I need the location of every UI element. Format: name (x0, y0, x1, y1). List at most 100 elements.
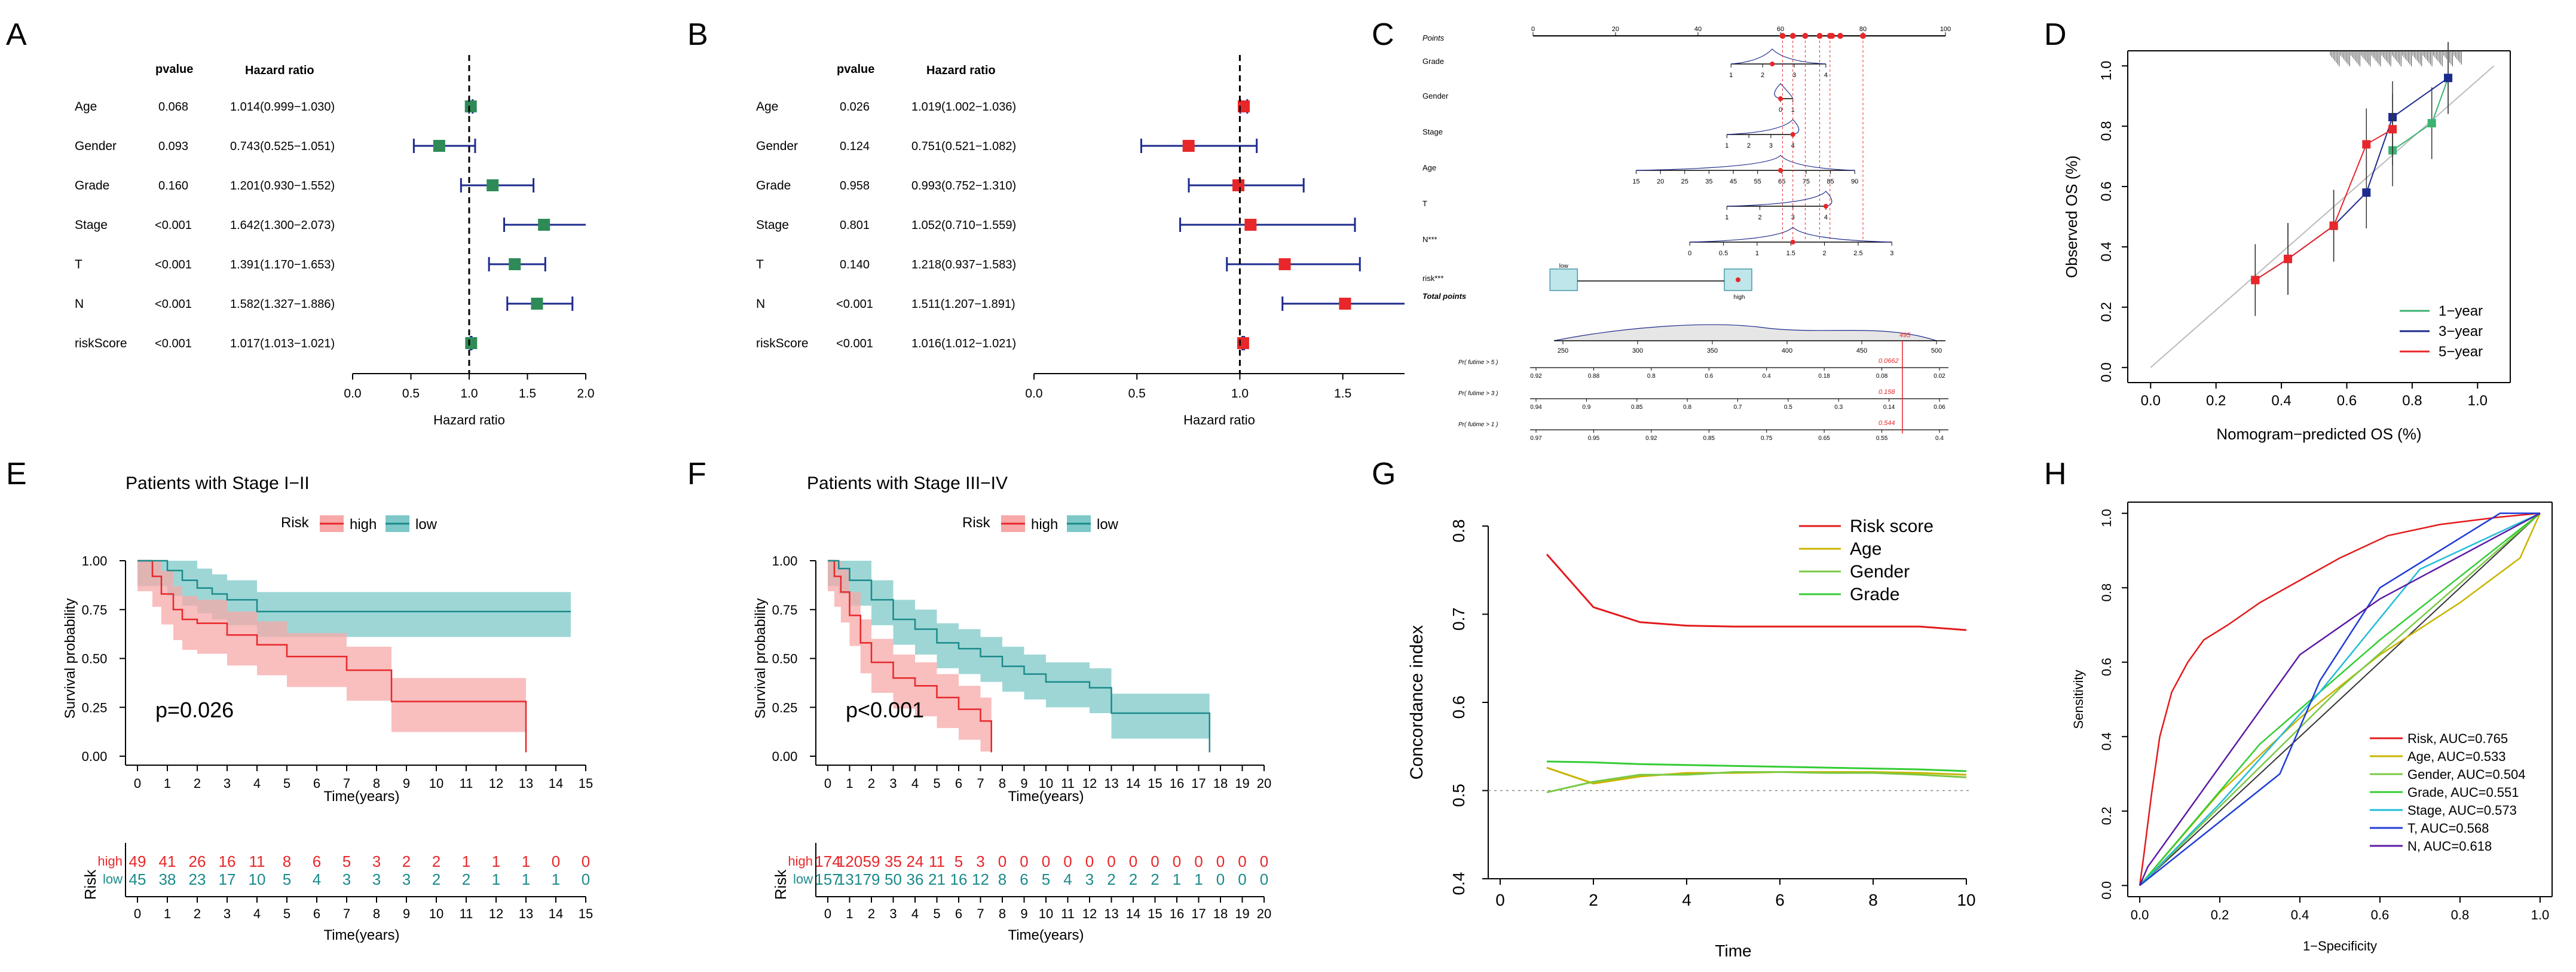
km-E-risk-x-tick-label: 6 (313, 906, 320, 921)
km-F-risk-count: 0 (1238, 852, 1246, 870)
km-F-risk-x-tick-label: 12 (1082, 906, 1097, 921)
km-E-x-tick-label: 6 (313, 776, 320, 791)
nomogram-C-prob-tick-label: 0.55 (1876, 435, 1888, 442)
nomogram-C-prob-tick-label: 0.9 (1582, 404, 1590, 411)
nomogram-C-prob-tick-label: 0.08 (1876, 373, 1888, 380)
roc-H-y-tick-label: 0.2 (2099, 806, 2114, 825)
forest-B-row-label: riskScore (756, 337, 809, 350)
nomogram-C-row-tick-label: 55 (1754, 178, 1761, 185)
km-E-risk-x-tick-label: 4 (253, 906, 261, 921)
forest-B-estimate-marker (1339, 298, 1351, 310)
concordance-G-x-axis-title: Time (1715, 942, 1751, 960)
forest-B-x-tick-label: 0.0 (1025, 387, 1042, 401)
km-E-risk-x-tick-label: 11 (460, 906, 473, 921)
km-E-risk-x-tick-label: 8 (373, 906, 380, 921)
km-E-x-tick-label: 8 (373, 776, 380, 791)
panel-label-F: F (687, 457, 706, 491)
forest-A-pvalue-header: pvalue (155, 63, 193, 76)
km-E-risk-count: 2 (432, 870, 440, 888)
nomogram-C-prob-tick-label: 0.75 (1761, 435, 1773, 442)
nomogram-C-points-tick-label: 20 (1612, 26, 1619, 33)
km-E-risk-count: 2 (462, 870, 470, 888)
nomogram-C-prob-tick-label: 0.06 (1933, 404, 1945, 411)
nomogram-C-prob-tick-label: 0.85 (1631, 404, 1643, 411)
km-F-risk-x-tick-label: 4 (911, 906, 919, 921)
km-F-risk-table-label: Risk (772, 869, 790, 900)
km-E-risk-count: 3 (342, 870, 351, 888)
km-E-x-tick-label: 9 (403, 776, 410, 791)
km-E-curve-high (137, 560, 527, 753)
roc-H-x-axis-title: 1−Specificity (2303, 939, 2377, 953)
calibration-D-x-axis-title: Nomogram−predicted OS (%) (2216, 425, 2421, 443)
forest-A-estimate-marker (509, 258, 521, 270)
nomogram-C-prob-tick-label: 0.6 (1705, 373, 1713, 380)
forest-B-estimate-marker (1232, 179, 1245, 191)
concordance-G-y-tick-label: 0.7 (1449, 607, 1468, 631)
km-E-risk-row-label: high (97, 854, 123, 869)
km-E-y-axis-title: Survival probability (62, 598, 78, 719)
km-F-risk-count: 0 (1107, 852, 1115, 870)
km-F-x-tick-label: 0 (824, 776, 831, 791)
nomogram-C-points-label: Points (1422, 33, 1445, 42)
km-E-x-tick-label: 11 (460, 776, 473, 791)
km-F-risk-x-tick-label: 11 (1061, 906, 1075, 921)
km-F-x-tick-label: 1 (846, 776, 853, 791)
km-E-risk-x-tick-label: 5 (283, 906, 290, 921)
calibration-D-x-tick-label: 0.6 (2337, 393, 2357, 409)
nomogram-C-row-marker (1778, 168, 1783, 173)
km-E-risk-table-label: Risk (81, 869, 99, 900)
nomogram-C-prob-tick-label: 0.4 (1935, 435, 1944, 442)
km-F-y-tick-label: 0.00 (772, 749, 798, 764)
nomogram-C-row-label: Age (1422, 163, 1436, 172)
km-E-risk-count: 17 (219, 870, 236, 888)
panel-label-E: E (6, 457, 27, 491)
km-F-x-tick-label: 12 (1082, 776, 1097, 791)
nomogram-C-row-tick-label: 2.5 (1853, 250, 1862, 257)
roc-H-roc-curve (2139, 512, 2541, 887)
km-F-x-tick-label: 8 (999, 776, 1006, 791)
km-E-risk-row-label: low (103, 872, 123, 887)
km-F-y-axis-title: Survival probability (752, 598, 769, 719)
km-E-y-tick-label: 1.00 (82, 554, 108, 568)
nomogram-C-row-tick-label: 2 (1761, 72, 1764, 79)
nomogram-C-points-marker (1837, 33, 1844, 39)
nomogram-C-row-tick-label: 3 (1769, 142, 1773, 149)
km-E-risk-count: 1 (492, 852, 500, 870)
concordance-G-x-tick-label: 0 (1495, 891, 1505, 909)
km-E-curve-low (137, 560, 571, 613)
forest-B-row-hr: 1.052(0.710−1.559) (911, 219, 1016, 232)
nomogram-C-row-tick-label: 1 (1755, 250, 1759, 257)
km-F-risk-count: 6 (1020, 870, 1028, 888)
nomogram-C-prob-tick-label: 0.92 (1530, 373, 1542, 380)
km-E-x-tick-label: 1 (164, 776, 171, 791)
km-E-risk-count: 3 (372, 870, 381, 888)
km-F-risk-count: 0 (1216, 852, 1225, 870)
concordance-G-y-axis-title: Concordance index (1407, 625, 1427, 780)
calibration-D-point (2388, 125, 2397, 134)
calibration-D-point (2362, 188, 2371, 197)
roc-H-y-tick-label: 0.8 (2099, 583, 2114, 602)
km-E-risk-x-tick-label: 15 (579, 906, 593, 921)
forest-B-row-label: N (756, 297, 765, 311)
nomogram-C-total-tick-label: 350 (1707, 347, 1718, 354)
concordance-G-y-tick-label: 0.5 (1449, 784, 1468, 807)
km-E-legend-label: low (415, 516, 438, 533)
km-F-risk-x-tick-label: 2 (868, 906, 875, 921)
km-F-risk-count: 5 (1042, 870, 1050, 888)
calibration-D-legend-label: 3−year (2439, 323, 2483, 340)
km-F-curve-low (828, 560, 1210, 753)
calibration-D-y-tick-label: 0.6 (2098, 181, 2115, 201)
km-E-title: Patients with Stage I−II (126, 473, 310, 493)
nomogram-C-density-curve (1690, 227, 1892, 243)
km-E-x-tick-label: 7 (343, 776, 350, 791)
nomogram-C-row-tick-label: 1 (1725, 142, 1728, 149)
panel-label-G: G (1372, 457, 1396, 491)
forest-A-row-hr: 0.743(0.525−1.051) (230, 140, 335, 153)
calibration-D-y-tick-label: 0.2 (2098, 302, 2115, 322)
forest-A-row-label: Grade (75, 179, 109, 192)
nomogram-C-points-marker (1829, 33, 1835, 39)
forest-A-row-pvalue: 0.068 (158, 100, 188, 114)
km-F-x-tick-label: 14 (1126, 776, 1140, 791)
km-E-y-tick-label: 0.75 (82, 603, 108, 618)
